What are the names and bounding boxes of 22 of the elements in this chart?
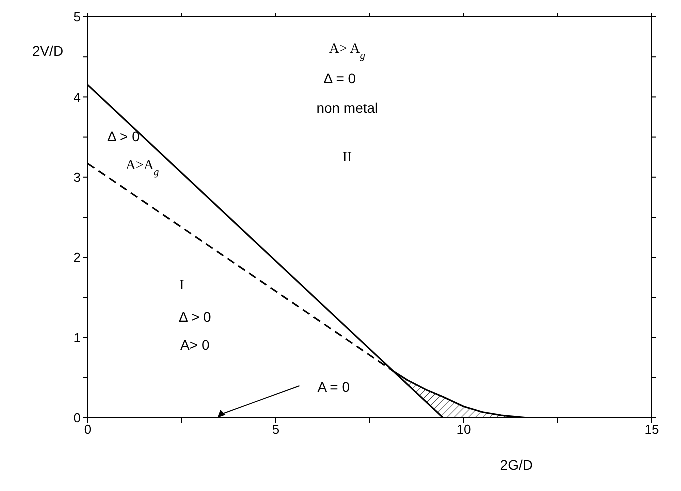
annotation: Δ = 0 — [324, 70, 356, 87]
annotation: non metal — [316, 100, 378, 116]
y-tick-label: 0 — [74, 410, 81, 426]
x-tick-label: 10 — [456, 422, 472, 438]
annotation: Δ > 0 — [178, 308, 212, 325]
annotation: A = 0 — [318, 379, 350, 395]
x-axis-title: 2G/D — [500, 457, 533, 473]
y-tick-label: 3 — [74, 170, 81, 186]
x-tick-label: 15 — [644, 422, 660, 438]
y-tick-label: 5 — [74, 10, 81, 25]
y-tick-label: 4 — [74, 90, 81, 105]
x-tick-label: 0 — [84, 422, 92, 438]
x-tick-label: 5 — [272, 422, 280, 438]
annotation: A>A$_{g}$ — [126, 158, 160, 178]
annotation: I — [180, 278, 185, 294]
annotation: A> 0 — [180, 336, 210, 353]
y-tick-label: 1 — [74, 330, 81, 346]
y-axis-title: 2V/D — [32, 43, 64, 59]
annotation: Δ > 0 — [108, 128, 140, 144]
annotation: II — [342, 150, 352, 166]
y-tick-label: 2 — [74, 250, 81, 266]
annotation: A> A$_{g}$ — [329, 42, 366, 62]
